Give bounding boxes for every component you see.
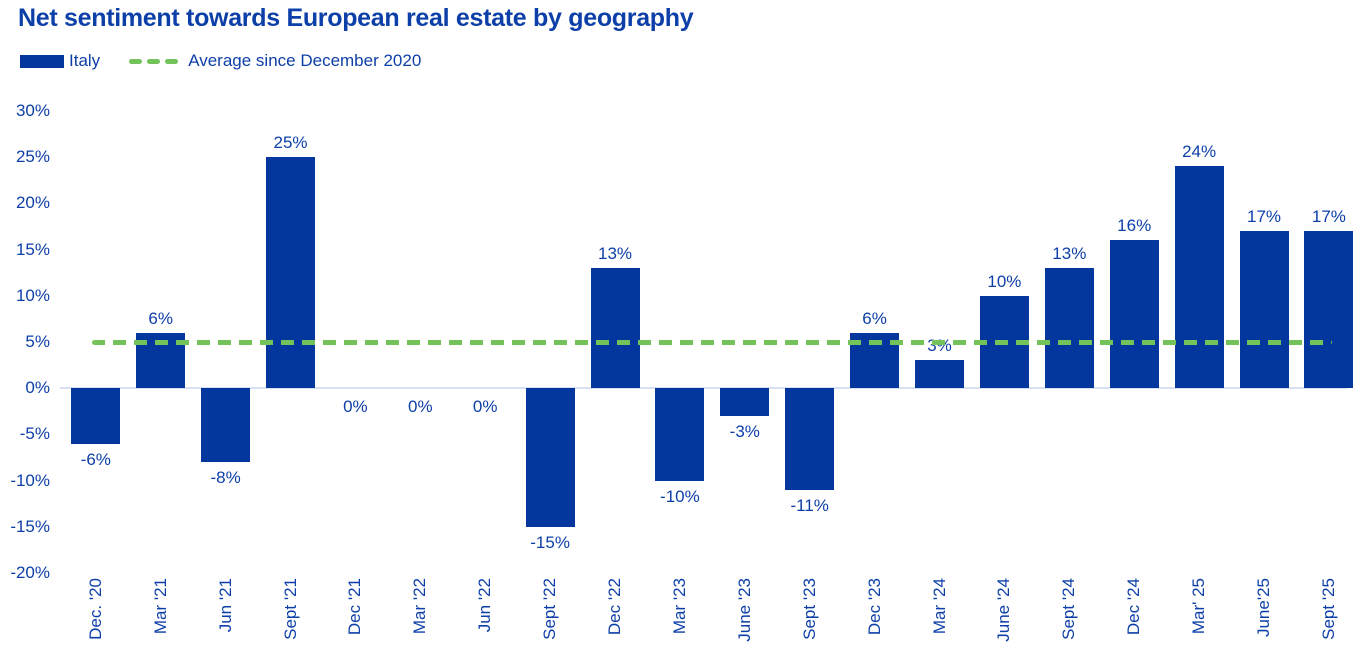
x-axis-label: Sept '25 bbox=[1318, 578, 1338, 640]
bar-value-label: -10% bbox=[660, 486, 700, 506]
x-axis-label: Jun '21 bbox=[215, 578, 235, 633]
bar-value-label: 6% bbox=[148, 308, 173, 328]
x-axis-label: Dec '21 bbox=[345, 578, 365, 636]
x-axis-label: Sept '23 bbox=[799, 578, 819, 640]
bar-value-label: 25% bbox=[273, 133, 308, 153]
chart-title: Net sentiment towards European real esta… bbox=[18, 4, 694, 32]
y-axis-label: 20% bbox=[15, 193, 50, 213]
y-axis-label: 15% bbox=[15, 239, 50, 259]
x-axis-label: Dec '22 bbox=[605, 578, 624, 636]
x-axis-label: Mar '23 bbox=[669, 578, 689, 635]
y-axis-label: 10% bbox=[15, 285, 50, 305]
bar bbox=[201, 388, 251, 463]
bar bbox=[1174, 166, 1224, 389]
y-axis-label: -15% bbox=[10, 516, 50, 536]
legend-average-label: Average since December 2020 bbox=[188, 51, 422, 70]
bar bbox=[1239, 231, 1289, 389]
bar-value-label: -6% bbox=[80, 449, 111, 469]
bar-value-label: 0% bbox=[472, 397, 498, 417]
bar bbox=[915, 360, 964, 389]
bar-value-label: 17% bbox=[1246, 207, 1282, 227]
bar bbox=[655, 388, 705, 481]
bar bbox=[1044, 268, 1094, 389]
bar bbox=[71, 388, 121, 444]
bar bbox=[785, 388, 835, 490]
x-axis-label: June '23 bbox=[734, 578, 754, 642]
bar bbox=[720, 388, 770, 416]
x-axis-label: June'25 bbox=[1254, 578, 1273, 638]
legend: Italy Average since December 2020 bbox=[20, 51, 421, 71]
x-axis-label: Mar '24 bbox=[929, 578, 949, 635]
bar-value-label: -11% bbox=[790, 495, 829, 515]
bar-value-label: -15% bbox=[530, 532, 570, 552]
bar-value-label: 24% bbox=[1182, 142, 1217, 162]
legend-italy-label: Italy bbox=[69, 51, 101, 70]
x-axis-label: Jun '22 bbox=[475, 578, 495, 633]
y-axis-label: 0% bbox=[25, 378, 50, 398]
average-line bbox=[92, 339, 1332, 345]
y-axis-label: 30% bbox=[15, 101, 50, 120]
bar-value-label: 17% bbox=[1311, 207, 1346, 227]
bar-value-label: -8% bbox=[210, 468, 241, 488]
bar-value-label: 0% bbox=[343, 397, 368, 417]
x-axis-label: Sept '21 bbox=[280, 578, 300, 640]
y-axis-label: -5% bbox=[19, 424, 50, 444]
y-axis-label: -20% bbox=[10, 563, 50, 582]
x-axis-label: Dec. '20 bbox=[85, 578, 105, 640]
bar bbox=[1109, 240, 1159, 389]
x-axis-label: Dec '24 bbox=[1124, 578, 1144, 636]
x-axis-label: Dec '23 bbox=[864, 578, 884, 636]
bar-value-label: 16% bbox=[1117, 216, 1152, 236]
bar-value-label: 13% bbox=[1052, 244, 1087, 264]
legend-average-dash-icon bbox=[129, 58, 179, 64]
bar-value-label: 10% bbox=[987, 271, 1022, 291]
bar-value-label: 13% bbox=[597, 244, 633, 264]
y-axis-label: 25% bbox=[15, 147, 50, 167]
bar-value-label: 0% bbox=[408, 397, 433, 417]
x-axis-label: Mar '22 bbox=[410, 578, 430, 635]
y-axis-label: -10% bbox=[10, 470, 50, 490]
x-axis-label: June '24 bbox=[994, 578, 1014, 642]
x-axis-label: Sept '22 bbox=[540, 578, 560, 640]
legend-italy-swatch-icon bbox=[20, 54, 64, 68]
x-axis-label: Sept '24 bbox=[1059, 578, 1079, 640]
bar-value-label: -3% bbox=[729, 421, 760, 441]
bar bbox=[590, 268, 640, 389]
bar bbox=[1304, 231, 1354, 389]
x-axis-label: Mar '21 bbox=[150, 578, 170, 635]
y-axis-label: 5% bbox=[25, 332, 50, 351]
bar bbox=[266, 157, 315, 389]
x-axis-label: Mar' 25 bbox=[1189, 578, 1209, 635]
bar bbox=[525, 388, 575, 527]
bar-value-label: 6% bbox=[862, 308, 887, 328]
